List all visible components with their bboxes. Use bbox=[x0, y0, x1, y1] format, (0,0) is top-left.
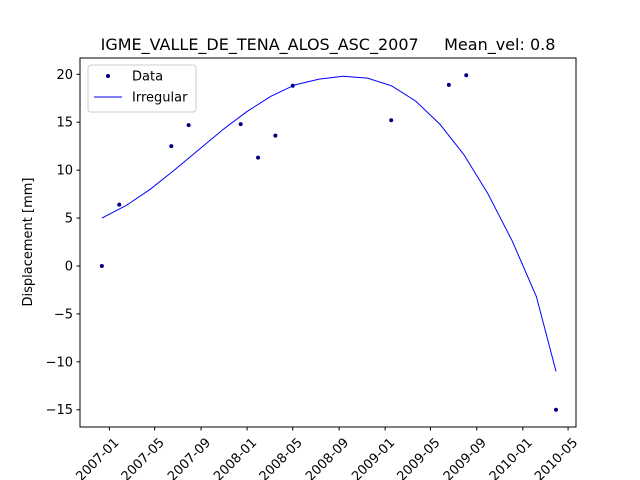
data-point bbox=[464, 73, 469, 78]
legend-swatch-point bbox=[106, 74, 110, 78]
y-tick-label: −5 bbox=[54, 307, 73, 322]
data-point bbox=[186, 123, 191, 128]
y-tick-label: 10 bbox=[56, 164, 73, 179]
data-point bbox=[446, 82, 451, 87]
chart-title: IGME_VALLE_DE_TENA_ALOS_ASC_2007 Mean_ve… bbox=[101, 35, 556, 55]
legend-label: Data bbox=[132, 70, 163, 85]
y-tick-label: 0 bbox=[65, 259, 73, 274]
legend: Data Irregular bbox=[87, 64, 197, 113]
data-point bbox=[554, 407, 559, 412]
data-point bbox=[99, 263, 104, 268]
legend-box bbox=[87, 64, 197, 113]
y-axis-label: Displacement [mm] bbox=[21, 178, 36, 307]
data-point bbox=[273, 133, 278, 138]
data-point bbox=[169, 144, 174, 149]
y-tick-label: 20 bbox=[56, 68, 73, 83]
legend-label: Irregular bbox=[132, 91, 188, 106]
data-point bbox=[117, 202, 122, 207]
data-point bbox=[238, 122, 243, 127]
y-tick-label: −10 bbox=[46, 355, 73, 370]
plot-area bbox=[99, 73, 559, 412]
y-tick-label: −15 bbox=[46, 403, 73, 418]
data-point bbox=[389, 118, 394, 123]
y-tick-label: 15 bbox=[56, 116, 73, 131]
data-point bbox=[256, 155, 261, 160]
series-line-irregular bbox=[101, 75, 557, 372]
plot-frame bbox=[79, 57, 577, 428]
y-tick-label: 5 bbox=[65, 212, 73, 227]
